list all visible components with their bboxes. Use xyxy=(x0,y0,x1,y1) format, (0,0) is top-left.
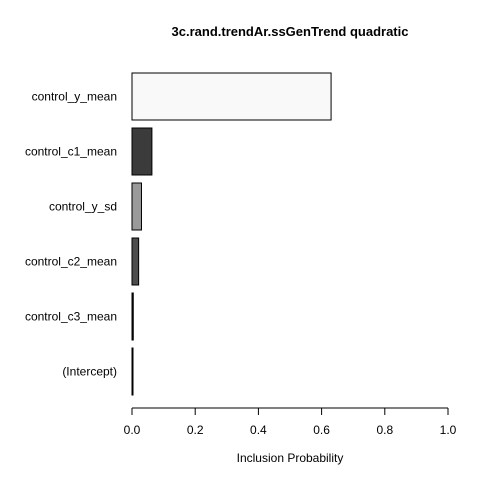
category-labels: control_y_mean control_c1_mean control_y_s… xyxy=(25,90,117,379)
bar-2 xyxy=(131,182,142,231)
bar-4 xyxy=(131,292,134,341)
category-label: control_y_mean xyxy=(32,90,117,104)
x-tick-label: 1.0 xyxy=(440,423,457,437)
category-label: (Intercept) xyxy=(62,365,117,379)
x-axis-title: Inclusion Probability xyxy=(237,451,344,465)
x-tick-label: 0.0 xyxy=(124,423,141,437)
category-label: control_c2_mean xyxy=(25,255,117,269)
bar-1 xyxy=(131,127,153,176)
x-tick-label: 0.8 xyxy=(376,423,393,437)
bar-3 xyxy=(131,237,140,286)
bar-0 xyxy=(131,72,332,121)
bars-group xyxy=(131,72,332,396)
x-tick-label: 0.6 xyxy=(313,423,330,437)
x-tick-label: 0.4 xyxy=(250,423,267,437)
x-tick-label: 0.2 xyxy=(187,423,204,437)
category-label: control_c3_mean xyxy=(25,310,117,324)
bar-5 xyxy=(131,347,134,396)
chart-title: 3c.rand.trendAr.ssGenTrend quadratic xyxy=(172,24,409,39)
category-label: control_c1_mean xyxy=(25,145,117,159)
x-axis: 0.0 0.2 0.4 0.6 0.8 1.0 xyxy=(124,407,457,437)
category-label: control_y_sd xyxy=(49,200,117,214)
